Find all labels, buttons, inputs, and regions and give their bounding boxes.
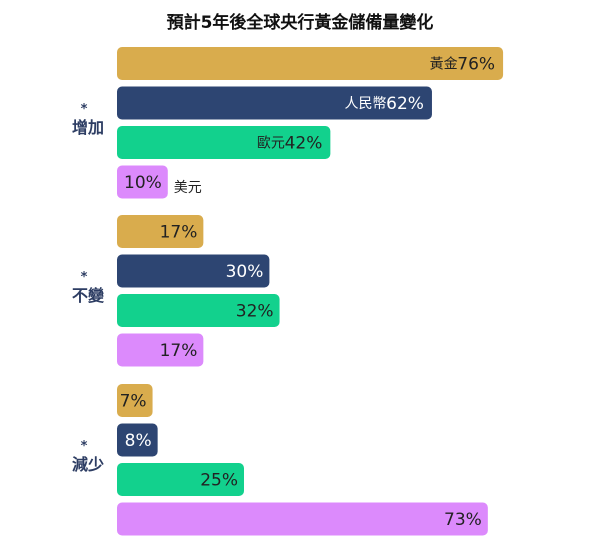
bar (117, 165, 168, 199)
data-label: 42% (285, 134, 323, 154)
data-label: 8% (125, 431, 152, 451)
bar (117, 254, 270, 288)
data-label: 62% (386, 94, 424, 114)
bar (117, 86, 432, 120)
data-label: 30% (226, 262, 264, 282)
category-label: 增加 (72, 118, 104, 137)
series-label: 美元 (174, 180, 202, 196)
series-label: 黃金 (430, 57, 458, 73)
bar (117, 384, 153, 417)
chart-title: 預計5年後全球央行黃金儲備量變化 (167, 12, 434, 33)
data-label: 17% (160, 223, 198, 243)
bar (117, 333, 204, 367)
bar (117, 47, 504, 80)
bar (117, 215, 204, 248)
bar (117, 423, 158, 457)
series-label: 人民幣 (344, 96, 386, 112)
bar (117, 294, 280, 327)
data-label: 17% (160, 341, 198, 361)
data-label: 73% (444, 510, 482, 530)
category-label: 不變 (72, 286, 105, 305)
data-label: 76% (457, 55, 495, 75)
data-label: 10% (124, 173, 162, 193)
category-marker: * (81, 270, 88, 285)
series-label: 歐元 (257, 136, 285, 152)
bar (117, 126, 331, 159)
category-marker: * (81, 102, 88, 117)
category-marker: * (81, 439, 88, 454)
bar (117, 502, 488, 536)
data-label: 32% (236, 302, 274, 322)
data-label: 25% (200, 471, 238, 491)
bar (117, 463, 244, 496)
data-label: 7% (120, 392, 147, 412)
category-label: 減少 (72, 455, 104, 474)
